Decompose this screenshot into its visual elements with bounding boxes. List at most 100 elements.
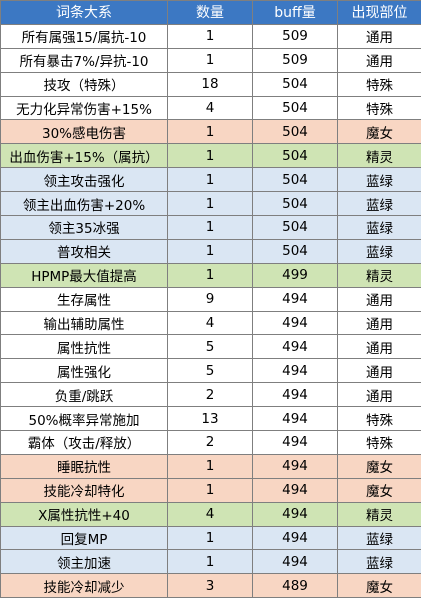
cell-buff: 494 bbox=[253, 502, 338, 526]
table-row: 负重/跳跃 2 494 通用 bbox=[1, 383, 421, 407]
cell-slot: 蓝绿 bbox=[338, 216, 421, 240]
cell-slot: 魔女 bbox=[338, 574, 421, 598]
cell-count: 5 bbox=[168, 335, 253, 359]
table-row: 技攻（特殊） 18 504 特殊 bbox=[1, 72, 421, 96]
table-row: 50%概率异常施加 13 494 特殊 bbox=[1, 407, 421, 431]
cell-slot: 通用 bbox=[338, 359, 421, 383]
cell-slot: 精灵 bbox=[338, 263, 421, 287]
cell-buff: 494 bbox=[253, 526, 338, 550]
cell-affix-name: 生存属性 bbox=[1, 287, 168, 311]
cell-count: 1 bbox=[168, 216, 253, 240]
cell-buff: 494 bbox=[253, 335, 338, 359]
cell-slot: 通用 bbox=[338, 24, 421, 48]
cell-slot: 通用 bbox=[338, 48, 421, 72]
cell-count: 4 bbox=[168, 502, 253, 526]
header-count: 数量 bbox=[168, 1, 253, 25]
cell-buff: 494 bbox=[253, 287, 338, 311]
cell-buff: 494 bbox=[253, 407, 338, 431]
cell-buff: 494 bbox=[253, 359, 338, 383]
cell-affix-name: 技攻（特殊） bbox=[1, 72, 168, 96]
cell-slot: 特殊 bbox=[338, 72, 421, 96]
cell-buff: 504 bbox=[253, 239, 338, 263]
cell-slot: 魔女 bbox=[338, 454, 421, 478]
cell-affix-name: X属性抗性+40 bbox=[1, 502, 168, 526]
cell-count: 9 bbox=[168, 287, 253, 311]
cell-buff: 504 bbox=[253, 192, 338, 216]
cell-affix-name: 负重/跳跃 bbox=[1, 383, 168, 407]
table-row: X属性抗性+40 4 494 精灵 bbox=[1, 502, 421, 526]
header-row: 词条大系 数量 buff量 出现部位 bbox=[1, 1, 421, 25]
cell-affix-name: 属性强化 bbox=[1, 359, 168, 383]
cell-buff: 509 bbox=[253, 24, 338, 48]
table-row: 领主出血伤害+20% 1 504 蓝绿 bbox=[1, 192, 421, 216]
cell-slot: 特殊 bbox=[338, 96, 421, 120]
cell-affix-name: 30%感电伤害 bbox=[1, 120, 168, 144]
table-row: 睡眠抗性 1 494 魔女 bbox=[1, 454, 421, 478]
header-slot: 出现部位 bbox=[338, 1, 421, 25]
table-row: 30%感电伤害 1 504 魔女 bbox=[1, 120, 421, 144]
cell-affix-name: 领主出血伤害+20% bbox=[1, 192, 168, 216]
table-row: 领主35冰强 1 504 蓝绿 bbox=[1, 216, 421, 240]
cell-slot: 蓝绿 bbox=[338, 168, 421, 192]
cell-slot: 蓝绿 bbox=[338, 526, 421, 550]
cell-buff: 504 bbox=[253, 168, 338, 192]
cell-slot: 蓝绿 bbox=[338, 239, 421, 263]
table-row: 回复MP 1 494 蓝绿 bbox=[1, 526, 421, 550]
cell-count: 1 bbox=[168, 478, 253, 502]
cell-affix-name: 技能冷却特化 bbox=[1, 478, 168, 502]
cell-count: 1 bbox=[168, 239, 253, 263]
table-row: 所有暴击7%/异抗-10 1 509 通用 bbox=[1, 48, 421, 72]
cell-slot: 特殊 bbox=[338, 431, 421, 455]
cell-slot: 魔女 bbox=[338, 120, 421, 144]
cell-count: 1 bbox=[168, 454, 253, 478]
table-row: 技能冷却减少 3 489 魔女 bbox=[1, 574, 421, 598]
cell-affix-name: 所有属强15/属抗-10 bbox=[1, 24, 168, 48]
cell-count: 1 bbox=[168, 192, 253, 216]
cell-buff: 494 bbox=[253, 431, 338, 455]
cell-count: 1 bbox=[168, 144, 253, 168]
cell-slot: 蓝绿 bbox=[338, 192, 421, 216]
cell-slot: 精灵 bbox=[338, 502, 421, 526]
cell-slot: 通用 bbox=[338, 383, 421, 407]
cell-affix-name: HPMP最大值提高 bbox=[1, 263, 168, 287]
cell-slot: 精灵 bbox=[338, 144, 421, 168]
table-row: 生存属性 9 494 通用 bbox=[1, 287, 421, 311]
table-row: 出血伤害+15%（属抗） 1 504 精灵 bbox=[1, 144, 421, 168]
cell-affix-name: 领主35冰强 bbox=[1, 216, 168, 240]
cell-buff: 499 bbox=[253, 263, 338, 287]
cell-buff: 494 bbox=[253, 478, 338, 502]
cell-count: 2 bbox=[168, 431, 253, 455]
cell-buff: 494 bbox=[253, 383, 338, 407]
cell-buff: 494 bbox=[253, 311, 338, 335]
cell-count: 1 bbox=[168, 48, 253, 72]
table-row: HPMP最大值提高 1 499 精灵 bbox=[1, 263, 421, 287]
header-affix-category: 词条大系 bbox=[1, 1, 168, 25]
cell-buff: 504 bbox=[253, 120, 338, 144]
table-row: 无力化异常伤害+15% 4 504 特殊 bbox=[1, 96, 421, 120]
cell-buff: 494 bbox=[253, 550, 338, 574]
cell-affix-name: 50%概率异常施加 bbox=[1, 407, 168, 431]
cell-affix-name: 所有暴击7%/异抗-10 bbox=[1, 48, 168, 72]
cell-count: 3 bbox=[168, 574, 253, 598]
cell-slot: 通用 bbox=[338, 335, 421, 359]
cell-buff: 504 bbox=[253, 216, 338, 240]
table-row: 普攻相关 1 504 蓝绿 bbox=[1, 239, 421, 263]
cell-slot: 蓝绿 bbox=[338, 550, 421, 574]
cell-buff: 504 bbox=[253, 96, 338, 120]
cell-count: 1 bbox=[168, 120, 253, 144]
cell-count: 13 bbox=[168, 407, 253, 431]
cell-count: 4 bbox=[168, 311, 253, 335]
cell-buff: 509 bbox=[253, 48, 338, 72]
table-row: 领主加速 1 494 蓝绿 bbox=[1, 550, 421, 574]
table-row: 输出辅助属性 4 494 通用 bbox=[1, 311, 421, 335]
cell-count: 18 bbox=[168, 72, 253, 96]
cell-affix-name: 技能冷却减少 bbox=[1, 574, 168, 598]
cell-count: 1 bbox=[168, 168, 253, 192]
cell-affix-name: 属性抗性 bbox=[1, 335, 168, 359]
cell-affix-name: 回复MP bbox=[1, 526, 168, 550]
cell-count: 4 bbox=[168, 96, 253, 120]
cell-slot: 魔女 bbox=[338, 478, 421, 502]
cell-affix-name: 普攻相关 bbox=[1, 239, 168, 263]
cell-affix-name: 睡眠抗性 bbox=[1, 454, 168, 478]
